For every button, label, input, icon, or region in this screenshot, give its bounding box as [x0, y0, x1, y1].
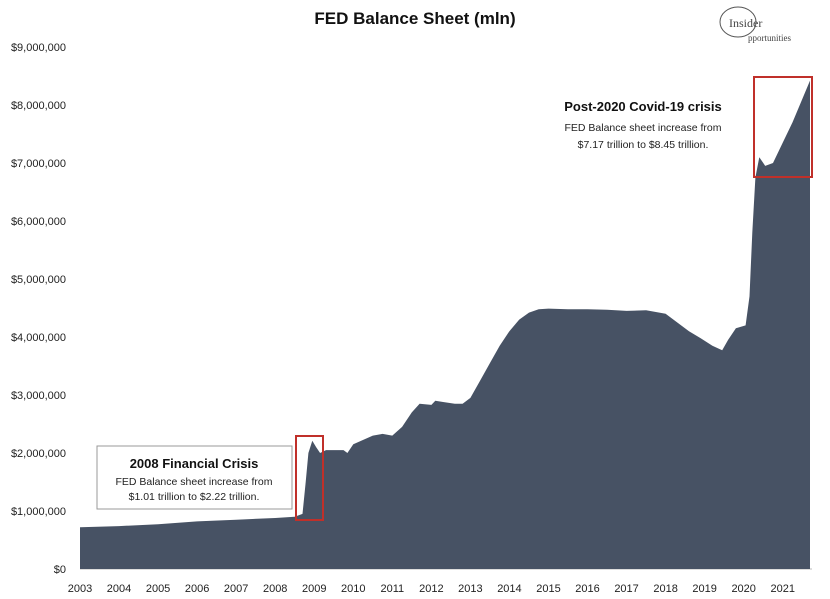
annotation-financial-crisis-line-1: FED Balance sheet increase from — [116, 476, 273, 488]
x-tick-label: 2011 — [380, 583, 404, 595]
y-tick-label: $1,000,000 — [11, 506, 66, 518]
x-tick-label: 2007 — [224, 583, 248, 595]
x-tick-label: 2018 — [653, 583, 677, 595]
annotation-covid-crisis-line-2: $7.17 trillion to $8.45 trillion. — [578, 139, 709, 151]
x-axis: 2003 2004 2005 2006 2007 2008 2009 2010 2011 2012… — [68, 568, 812, 595]
x-tick-label: 2003 — [68, 583, 92, 595]
annotation-covid-crisis: Post-2020 Covid-19 crisis FED Balance sh… — [564, 99, 722, 151]
x-tick-label: 2004 — [107, 583, 131, 595]
x-tick-label: 2021 — [770, 583, 794, 595]
y-tick-label: $0 — [54, 564, 66, 576]
financial-crisis-highlight-box — [295, 435, 324, 521]
balance-sheet-area — [80, 80, 810, 569]
svg-text:pportunities: pportunities — [748, 33, 791, 43]
covid-crisis-highlight-box — [753, 76, 813, 178]
x-tick-label: 2015 — [536, 583, 560, 595]
x-tick-label: 2016 — [575, 583, 599, 595]
y-tick-label: $5,000,000 — [11, 274, 66, 286]
x-tick-label: 2014 — [497, 583, 521, 595]
annotation-covid-crisis-title: Post-2020 Covid-19 crisis — [564, 99, 722, 114]
x-tick-label: 2019 — [692, 583, 716, 595]
y-tick-label: $6,000,000 — [11, 216, 66, 228]
x-tick-label: 2017 — [614, 583, 638, 595]
annotation-financial-crisis-title: 2008 Financial Crisis — [130, 456, 259, 471]
y-tick-label: $2,000,000 — [11, 448, 66, 460]
y-tick-label: $4,000,000 — [11, 332, 66, 344]
annotation-covid-crisis-line-1: FED Balance sheet increase from — [565, 122, 722, 134]
x-tick-label: 2020 — [731, 583, 755, 595]
y-tick-label: $8,000,000 — [11, 100, 66, 112]
x-tick-label: 2008 — [263, 583, 287, 595]
x-tick-label: 2012 — [419, 583, 443, 595]
insider-opportunities-logo: Insider pportunities — [719, 6, 791, 43]
annotation-financial-crisis: 2008 Financial Crisis FED Balance sheet … — [96, 445, 293, 510]
x-tick-label: 2005 — [146, 583, 170, 595]
x-tick-label: 2009 — [302, 583, 326, 595]
y-tick-label: $3,000,000 — [11, 390, 66, 402]
annotation-financial-crisis-line-2: $1.01 trillion to $2.22 trillion. — [129, 491, 260, 503]
y-axis: $0 $1,000,000 $2,000,000 $3,000,000 $4,000,0… — [11, 42, 66, 576]
x-tick-label: 2013 — [458, 583, 482, 595]
svg-text:Insider: Insider — [729, 16, 762, 30]
y-tick-label: $9,000,000 — [11, 42, 66, 54]
chart-title: FED Balance Sheet (mln) — [314, 9, 515, 28]
x-tick-label: 2010 — [341, 583, 365, 595]
y-tick-label: $7,000,000 — [11, 158, 66, 170]
series-layer — [80, 80, 810, 569]
x-tick-label: 2006 — [185, 583, 209, 595]
